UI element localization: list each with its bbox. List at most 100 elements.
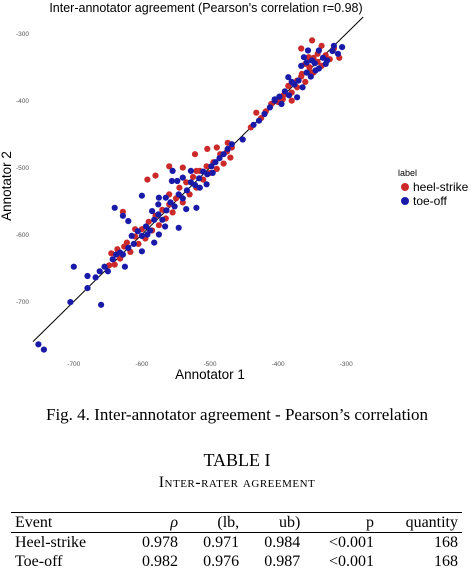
data-point-heel-strike	[253, 109, 260, 116]
data-point-heel-strike	[152, 172, 159, 179]
data-point-heel-strike	[179, 164, 186, 171]
data-point-toe-off	[220, 151, 227, 158]
data-point-toe-off	[288, 78, 295, 85]
data-point-toe-off	[119, 251, 126, 258]
data-point-heel-strike	[135, 240, 142, 247]
data-point-heel-strike	[204, 145, 211, 152]
x-tick-label: -400	[272, 361, 285, 368]
data-point-toe-off	[216, 155, 223, 162]
data-point-toe-off	[309, 57, 316, 64]
cell-p: <0.001	[328, 534, 374, 551]
legend: label heel-strike toe-off	[398, 168, 469, 208]
y-tick-label: -700	[16, 299, 29, 306]
data-point-toe-off	[128, 232, 135, 239]
data-point-heel-strike	[220, 160, 227, 167]
data-point-toe-off	[109, 256, 116, 263]
header-ub: ub)	[243, 512, 305, 533]
table-row: Heel-strike 0.978 0.971 0.984 <0.001 168	[11, 533, 462, 553]
data-point-toe-off	[294, 94, 301, 101]
data-point-toe-off	[250, 121, 257, 128]
plot-panel	[33, 17, 387, 355]
x-axis-ticks: -700 -600 -500 -400 -300	[67, 361, 353, 368]
data-point-toe-off	[151, 239, 158, 246]
legend-swatch-heel-strike	[401, 183, 409, 191]
data-point-toe-off	[285, 92, 293, 99]
data-point-toe-off	[104, 268, 111, 275]
cell-event: Toe-off	[15, 553, 63, 570]
cell-ub: 0.987	[264, 553, 301, 570]
data-point-toe-off	[239, 136, 246, 143]
data-point-toe-off	[203, 181, 210, 188]
data-point-toe-off	[151, 216, 158, 223]
data-point-toe-off	[84, 272, 91, 280]
data-point-toe-off	[298, 62, 305, 69]
data-point-toe-off	[204, 171, 211, 178]
y-tick-label: -400	[16, 98, 29, 105]
data-point-toe-off	[295, 77, 302, 84]
data-point-toe-off	[261, 110, 268, 118]
y-tick-label: -500	[16, 165, 29, 172]
data-point-toe-off	[119, 212, 126, 219]
data-point-heel-strike	[193, 167, 200, 174]
data-point-toe-off	[84, 285, 91, 292]
legend-title: label	[398, 168, 417, 178]
data-point-toe-off	[285, 74, 292, 81]
scatter-chart: Inter-annotator agreement (Pearson's cor…	[0, 1, 469, 382]
data-point-toe-off	[193, 204, 200, 211]
data-point-heel-strike	[145, 218, 152, 225]
data-point-toe-off	[175, 191, 182, 198]
data-point-heel-strike	[227, 154, 234, 161]
legend-label-heel-strike: heel-strike	[413, 180, 469, 194]
data-point-toe-off	[174, 177, 181, 185]
data-point-heel-strike	[176, 184, 183, 191]
data-point-toe-off	[330, 42, 337, 49]
data-point-toe-off	[196, 184, 203, 191]
data-point-toe-off	[329, 48, 336, 55]
data-point-toe-off	[281, 88, 288, 95]
y-axis-ticks: -300 -400 -500 -600 -700	[16, 31, 29, 306]
data-point-toe-off	[224, 145, 231, 152]
data-point-heel-strike	[318, 42, 325, 49]
data-point-toe-off	[171, 203, 178, 210]
data-point-heel-strike	[108, 250, 115, 257]
table-header-row: Event ρ (lb, ub) p quantity	[11, 512, 462, 533]
data-point-toe-off	[304, 47, 312, 54]
data-point-toe-off	[278, 100, 285, 108]
data-point-toe-off	[144, 231, 151, 238]
x-tick-label: -700	[67, 361, 80, 368]
data-point-heel-strike	[288, 97, 295, 104]
data-point-toe-off	[255, 117, 263, 124]
data-point-toe-off	[179, 195, 186, 202]
data-point-heel-strike	[106, 262, 113, 269]
data-point-toe-off	[312, 67, 319, 74]
x-axis-label: Annotator 1	[175, 367, 245, 382]
data-point-toe-off	[125, 218, 132, 225]
data-point-heel-strike	[309, 37, 316, 44]
data-point-heel-strike	[123, 239, 130, 246]
data-point-toe-off	[155, 211, 162, 218]
table-number: TABLE I	[203, 450, 271, 470]
data-point-toe-off	[130, 240, 137, 247]
data-point-toe-off	[149, 208, 156, 215]
data-point-toe-off	[209, 169, 216, 176]
data-point-toe-off	[169, 167, 176, 174]
x-tick-label: -300	[340, 361, 353, 368]
data-points	[35, 37, 346, 353]
data-point-toe-off	[271, 96, 278, 103]
table-row: Toe-off 0.982 0.976 0.987 <0.001 168	[11, 552, 462, 571]
x-tick-label: -500	[203, 361, 216, 368]
data-point-heel-strike	[203, 163, 210, 170]
y-tick-label: -300	[16, 31, 29, 38]
data-point-toe-off	[175, 224, 182, 231]
data-point-toe-off	[266, 104, 273, 111]
data-point-toe-off	[322, 60, 329, 67]
data-point-heel-strike	[169, 209, 176, 216]
data-point-heel-strike	[111, 261, 118, 268]
data-point-toe-off	[142, 223, 150, 230]
data-point-toe-off	[70, 263, 77, 270]
data-point-toe-off	[168, 177, 175, 185]
cell-rho: 0.978	[142, 534, 179, 551]
data-point-toe-off	[111, 204, 118, 211]
data-point-toe-off	[307, 73, 314, 80]
data-point-toe-off	[208, 163, 215, 170]
